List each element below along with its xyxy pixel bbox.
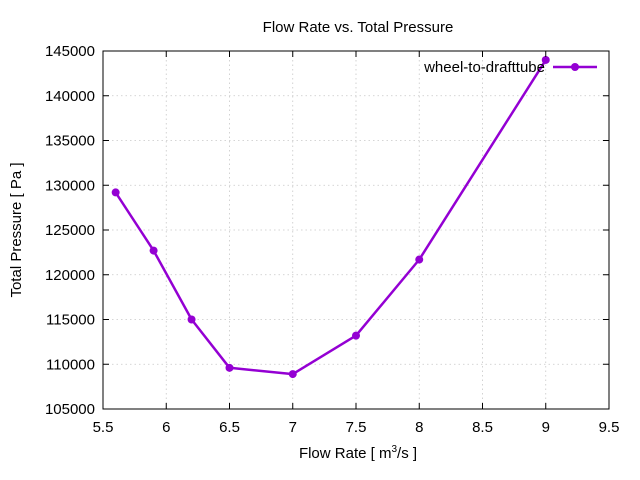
grid bbox=[103, 51, 609, 409]
y-tick-label: 145000 bbox=[45, 43, 95, 60]
x-tick-label: 6 bbox=[162, 419, 170, 436]
series-layer bbox=[111, 55, 550, 379]
legend: wheel-to-drafttube bbox=[423, 59, 597, 76]
x-axis-ticks: 5.5 6 6.5 7 7.5 8 8.5 9 9.5 bbox=[93, 51, 620, 436]
data-point bbox=[187, 315, 196, 324]
chart-title: Flow Rate vs. Total Pressure bbox=[263, 19, 454, 36]
y-tick-label: 110000 bbox=[46, 356, 95, 373]
data-point bbox=[352, 331, 360, 340]
data-point bbox=[541, 55, 550, 64]
data-point bbox=[225, 363, 234, 372]
x-tick-label: 7 bbox=[289, 419, 297, 436]
x-axis-label-superscript: 3 bbox=[391, 444, 397, 455]
data-point bbox=[288, 370, 297, 379]
series-line bbox=[114, 59, 547, 376]
x-tick-label: 8.5 bbox=[472, 419, 493, 436]
y-tick-label: 120000 bbox=[45, 267, 95, 284]
data-point bbox=[111, 188, 120, 197]
y-tick-label: 115000 bbox=[46, 312, 95, 329]
legend-label: wheel-to-drafttube bbox=[423, 59, 545, 76]
legend-marker bbox=[571, 63, 579, 71]
y-tick-label: 125000 bbox=[45, 222, 95, 239]
y-tick-label: 140000 bbox=[45, 88, 95, 105]
y-axis-ticks: 105000 110000 115000 120000 125000 130000 1350… bbox=[45, 43, 609, 418]
x-axis-label-main: Flow Rate [ m bbox=[299, 445, 392, 462]
x-tick-label: 9.5 bbox=[599, 419, 620, 436]
x-tick-label: 5.5 bbox=[93, 419, 114, 436]
data-point bbox=[149, 246, 158, 255]
y-tick-label: 135000 bbox=[45, 133, 95, 150]
data-point bbox=[415, 255, 424, 264]
x-tick-label: 6.5 bbox=[219, 419, 240, 436]
y-axis-label: Total Pressure [ Pa ] bbox=[8, 162, 25, 297]
x-axis-label: Flow Rate [ m3/s ] bbox=[299, 444, 417, 462]
y-tick-label: 105000 bbox=[45, 401, 95, 418]
x-tick-label: 9 bbox=[542, 419, 550, 436]
x-axis-label-tail: /s ] bbox=[397, 445, 417, 462]
x-tick-label: 8 bbox=[415, 419, 423, 436]
x-tick-label: 7.5 bbox=[346, 419, 367, 436]
y-tick-label: 130000 bbox=[45, 177, 95, 194]
